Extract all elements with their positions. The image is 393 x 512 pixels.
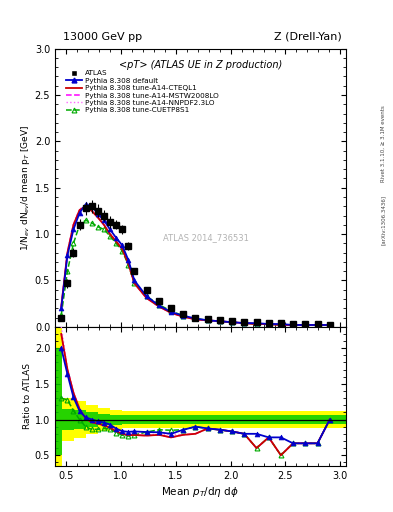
Y-axis label: 1/N$_{ev}$ dN$_{ev}$/d mean p$_{T}$ [GeV]: 1/N$_{ev}$ dN$_{ev}$/d mean p$_{T}$ [GeV… <box>19 124 32 251</box>
Text: <pT> (ATLAS UE in Z production): <pT> (ATLAS UE in Z production) <box>119 60 282 70</box>
Y-axis label: Ratio to ATLAS: Ratio to ATLAS <box>23 364 32 430</box>
X-axis label: Mean $p_{T}$/d$\eta$ d$\phi$: Mean $p_{T}$/d$\eta$ d$\phi$ <box>162 485 239 499</box>
Text: Rivet 3.1.10, ≥ 3.1M events: Rivet 3.1.10, ≥ 3.1M events <box>381 105 386 182</box>
Text: 13000 GeV pp: 13000 GeV pp <box>63 32 142 42</box>
Text: Z (Drell-Yan): Z (Drell-Yan) <box>274 32 342 42</box>
Text: ATLAS 2014_736531: ATLAS 2014_736531 <box>163 233 249 242</box>
Text: [arXiv:1306.3436]: [arXiv:1306.3436] <box>381 195 386 245</box>
Legend: ATLAS, Pythia 8.308 default, Pythia 8.308 tune-A14-CTEQL1, Pythia 8.308 tune-A14: ATLAS, Pythia 8.308 default, Pythia 8.30… <box>64 69 220 115</box>
